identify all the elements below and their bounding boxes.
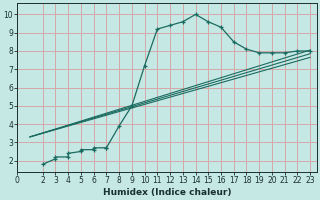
X-axis label: Humidex (Indice chaleur): Humidex (Indice chaleur) — [103, 188, 231, 197]
